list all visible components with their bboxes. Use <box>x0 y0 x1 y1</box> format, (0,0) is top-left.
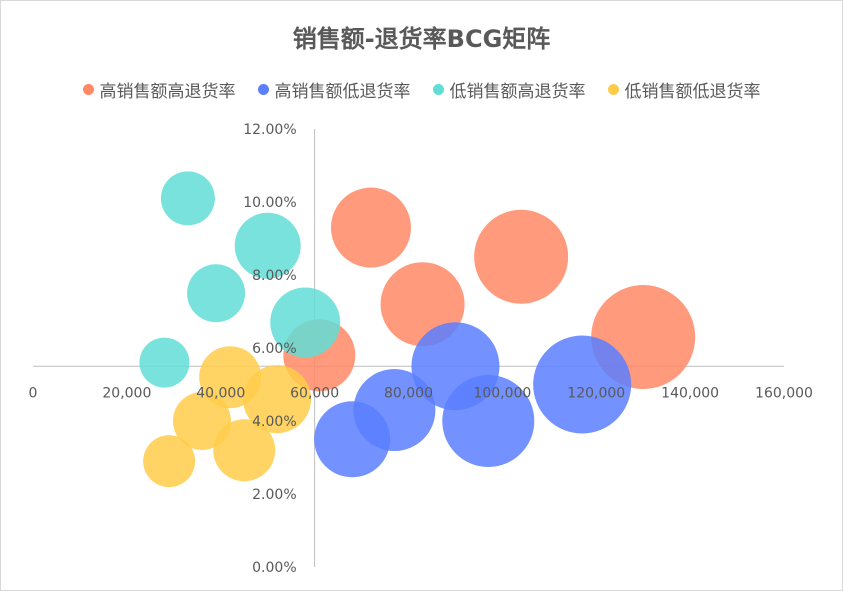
legend-item-1[interactable]: 高销售额低退货率 <box>257 77 411 102</box>
bubble-3-0[interactable] <box>143 435 196 488</box>
legend-label-2: 低销售额高退货率 <box>449 82 586 102</box>
x-tick-label: 160,000 <box>755 385 813 401</box>
bubble-1-3[interactable] <box>442 375 535 467</box>
x-tick-label: 140,000 <box>661 385 719 401</box>
y-tick-label: 0.00% <box>252 560 296 576</box>
y-tick-label: 8.00% <box>252 268 296 284</box>
x-tick-label: 100,000 <box>473 385 531 401</box>
legend-marker-3 <box>607 84 619 95</box>
bubble-0-1[interactable] <box>330 187 411 268</box>
bubble-0-3[interactable] <box>474 209 569 304</box>
legend-label-0: 高销售额高退货率 <box>99 82 236 102</box>
x-tick-label: 0 <box>29 385 38 401</box>
y-tick-label: 2.00% <box>252 487 296 503</box>
bubble-2-1[interactable] <box>160 171 215 226</box>
bubble-3-4[interactable] <box>243 365 312 434</box>
legend: 高销售额高退货率 高销售额低退货率 低销售额高退货率 低销售额低退货率 <box>1 77 842 102</box>
legend-marker-0 <box>82 84 94 95</box>
x-tick-label: 120,000 <box>567 385 625 401</box>
chart-title: 销售额-退货率BCG矩阵 <box>292 25 551 53</box>
y-tick-label: 12.00% <box>243 122 296 138</box>
x-tick-label: 40,000 <box>196 385 245 401</box>
legend-item-3[interactable]: 低销售额低退货率 <box>607 77 761 102</box>
legend-label-1: 高销售额低退货率 <box>274 82 411 102</box>
bubble-2-3[interactable] <box>234 212 301 279</box>
y-tick-label: 6.00% <box>252 341 296 357</box>
x-tick-label: 60,000 <box>290 385 339 401</box>
y-tick-label: 10.00% <box>243 195 296 211</box>
x-tick-label: 80,000 <box>384 385 433 401</box>
bubble-3-1[interactable] <box>172 392 231 450</box>
legend-label-3: 低销售额低退货率 <box>624 82 761 102</box>
legend-item-0[interactable]: 高销售额高退货率 <box>82 77 236 102</box>
bubble-3-3[interactable] <box>213 419 276 482</box>
y-tick-label: 4.00% <box>252 414 296 430</box>
legend-marker-2 <box>432 84 444 95</box>
x-tick-label: 20,000 <box>102 385 151 401</box>
bubble-1-4[interactable] <box>533 335 632 434</box>
legend-marker-1 <box>257 84 269 95</box>
bubble-2-4[interactable] <box>270 287 341 358</box>
bubble-2-0[interactable] <box>139 337 190 388</box>
legend-item-2[interactable]: 低销售额高退货率 <box>432 77 586 102</box>
bubble-2-2[interactable] <box>187 264 246 323</box>
bubble-1-1[interactable] <box>353 369 436 452</box>
